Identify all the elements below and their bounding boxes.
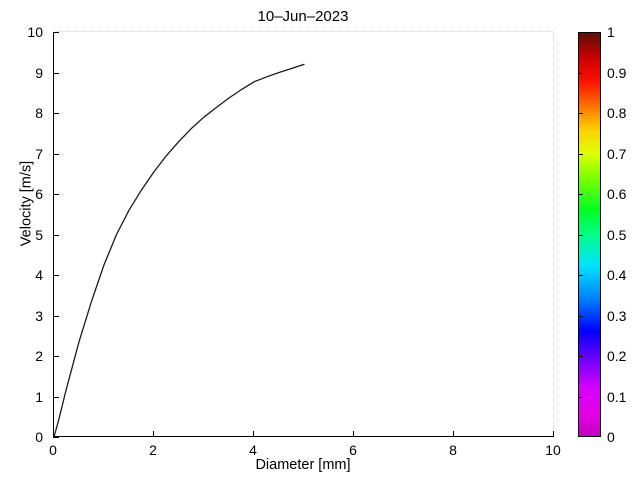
- x-tick-mark: [553, 431, 554, 437]
- x-tick-mark: [253, 431, 254, 437]
- y-tick-mark: [53, 315, 59, 317]
- x-tick-mark: [153, 431, 154, 437]
- data-series-line: [53, 63, 305, 438]
- colorbar-tick-label: 0.3: [607, 307, 627, 324]
- y-tick-label: 4: [35, 267, 43, 283]
- colorbar-tick-mark: [578, 153, 583, 155]
- y-tick-mark: [53, 234, 59, 236]
- y-tick-label: 3: [35, 307, 43, 324]
- x-tick-mark: [53, 431, 54, 437]
- x-tick-label: 2: [149, 442, 157, 458]
- colorbar-tick-mark: [578, 194, 583, 195]
- x-tick-label: 4: [249, 442, 257, 458]
- y-tick-label: 10: [27, 24, 43, 40]
- plot-axes: [53, 31, 554, 438]
- colorbar-tick-mark: [578, 356, 583, 357]
- y-tick-mark: [53, 396, 59, 398]
- colorbar-tick-mark: [578, 72, 583, 74]
- colorbar-tick-mark: [578, 315, 583, 317]
- colorbar-gradient: [579, 33, 600, 436]
- colorbar-tick-label: 0.2: [607, 348, 627, 364]
- y-tick-label: 9: [35, 64, 43, 81]
- x-tick-label: 6: [349, 442, 357, 458]
- x-tick-label: 10: [545, 442, 561, 458]
- y-tick-mark: [53, 113, 59, 114]
- y-axis-label: Velocity [m/s]: [18, 160, 35, 247]
- y-tick-label: 8: [35, 105, 43, 121]
- colorbar-tick-label: 0: [607, 429, 615, 445]
- x-tick-label: 0: [49, 442, 57, 458]
- colorbar-tick-mark: [578, 234, 583, 236]
- x-tick-label: 8: [449, 442, 457, 458]
- x-axis-label: Diameter [mm]: [255, 457, 351, 473]
- y-tick-label: 0: [35, 429, 43, 445]
- y-tick-mark: [53, 437, 59, 438]
- axes-top-spine: [54, 31, 553, 33]
- y-tick-label: 2: [35, 348, 43, 364]
- colorbar-tick-label: 0.7: [607, 145, 627, 162]
- y-tick-mark: [53, 72, 59, 74]
- axes-right-spine: [552, 32, 554, 436]
- data-line-plot: [53, 63, 305, 438]
- chart-title: 10–Jun–2023: [257, 8, 349, 25]
- colorbar-tick-label: 0.8: [607, 105, 627, 121]
- y-tick-mark: [53, 32, 59, 33]
- colorbar-tick-mark: [578, 396, 583, 398]
- y-tick-label: 1: [35, 388, 43, 405]
- colorbar-tick-label: 1: [607, 24, 615, 40]
- colorbar-tick-mark: [578, 113, 583, 114]
- colorbar-tick-mark: [578, 275, 583, 276]
- x-tick-mark: [353, 431, 354, 437]
- colorbar-tick-label: 0.5: [607, 226, 627, 243]
- y-tick-mark: [53, 153, 59, 155]
- y-tick-label: 7: [35, 145, 43, 162]
- y-tick-label: 6: [35, 186, 43, 202]
- colorbar-tick-label: 0.4: [607, 267, 627, 283]
- y-tick-mark: [53, 194, 59, 195]
- colorbar-tick-label: 0.6: [607, 186, 627, 202]
- y-tick-mark: [53, 275, 59, 276]
- y-tick-label: 5: [35, 226, 43, 243]
- x-tick-mark: [453, 431, 454, 437]
- colorbar-tick-label: 0.1: [607, 388, 627, 405]
- colorbar-tick-label: 0.9: [607, 64, 627, 81]
- y-tick-mark: [53, 356, 59, 357]
